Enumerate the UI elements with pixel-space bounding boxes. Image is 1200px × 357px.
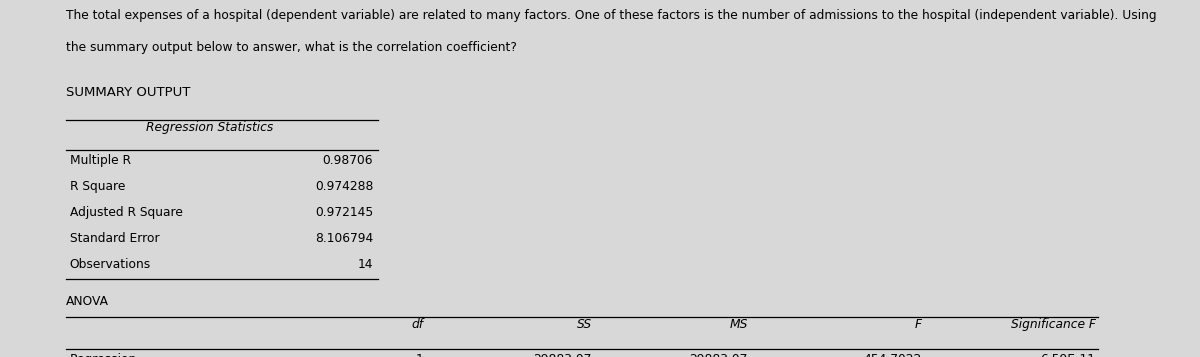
Text: ANOVA: ANOVA [66, 295, 109, 308]
Text: Adjusted R Square: Adjusted R Square [70, 206, 182, 219]
Text: R Square: R Square [70, 180, 125, 193]
Text: the summary output below to answer, what is the correlation coefficient?: the summary output below to answer, what… [66, 41, 517, 54]
Text: 14: 14 [358, 258, 373, 271]
Text: 0.98706: 0.98706 [323, 154, 373, 167]
Text: MS: MS [730, 318, 748, 331]
Text: SS: SS [576, 318, 592, 331]
Text: Regression Statistics: Regression Statistics [146, 121, 274, 134]
Text: 6.59E-11: 6.59E-11 [1040, 353, 1096, 357]
Text: 454.7022: 454.7022 [863, 353, 922, 357]
Text: Multiple R: Multiple R [70, 154, 131, 167]
Text: Standard Error: Standard Error [70, 232, 160, 245]
Text: 8.106794: 8.106794 [314, 232, 373, 245]
Text: Observations: Observations [70, 258, 151, 271]
Text: 1: 1 [416, 353, 424, 357]
Text: F: F [914, 318, 922, 331]
Text: SUMMARY OUTPUT: SUMMARY OUTPUT [66, 86, 191, 99]
Text: df: df [412, 318, 424, 331]
Text: 29883.07: 29883.07 [689, 353, 748, 357]
Text: Significance F: Significance F [1010, 318, 1096, 331]
Text: 0.974288: 0.974288 [314, 180, 373, 193]
Text: 0.972145: 0.972145 [314, 206, 373, 219]
Text: Regression: Regression [70, 353, 137, 357]
Text: 29883.07: 29883.07 [533, 353, 592, 357]
Text: The total expenses of a hospital (dependent variable) are related to many factor: The total expenses of a hospital (depend… [66, 9, 1157, 22]
